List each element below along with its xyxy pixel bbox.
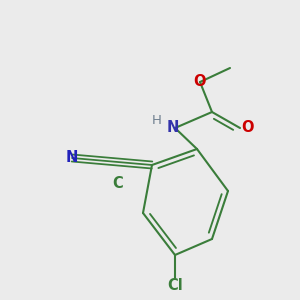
Text: O: O	[194, 74, 206, 89]
Text: Cl: Cl	[167, 278, 183, 293]
Text: N: N	[167, 121, 179, 136]
Text: N: N	[66, 151, 78, 166]
Text: O: O	[242, 121, 254, 136]
Text: C: C	[112, 176, 123, 190]
Text: H: H	[152, 113, 162, 127]
